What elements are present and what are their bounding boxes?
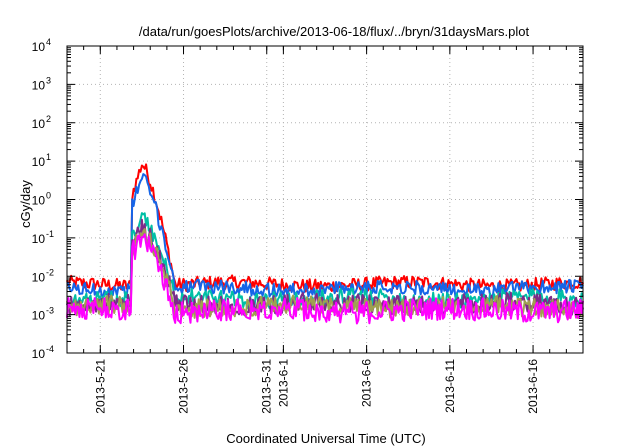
y-tick-label: 10 bbox=[32, 232, 46, 246]
x-tick-label: 2013-6-16 bbox=[526, 359, 540, 414]
y-tick-exponent: 2 bbox=[46, 114, 51, 124]
y-tick-label: 10 bbox=[32, 194, 46, 208]
x-axis: 2013-5-21 2013-5-26 2013-5-31 2013-6-1 2013-… bbox=[83, 46, 567, 414]
y-tick-exponent: -3 bbox=[46, 306, 54, 316]
x-tick-label: 2013-5-31 bbox=[260, 359, 274, 414]
x-axis-label: Coordinated Universal Time (UTC) bbox=[226, 431, 425, 446]
series-line bbox=[66, 228, 584, 319]
y-tick-exponent: -1 bbox=[46, 229, 54, 239]
x-tick-label: 2013-6-1 bbox=[276, 359, 290, 407]
series-group bbox=[66, 163, 584, 325]
y-tick-label: 10 bbox=[32, 309, 46, 323]
x-tick-label: 2013-6-11 bbox=[443, 359, 457, 413]
y-tick-label: 10 bbox=[32, 270, 46, 284]
x-tick-label: 2013-6-6 bbox=[360, 359, 374, 407]
y-tick-exponent: 0 bbox=[46, 191, 51, 201]
series-line bbox=[66, 173, 584, 299]
y-tick-label: 10 bbox=[32, 117, 46, 131]
y-tick-exponent: -4 bbox=[46, 344, 54, 354]
chart-title: /data/run/goesPlots/archive/2013-06-18/f… bbox=[139, 24, 530, 39]
y-tick-label: 10 bbox=[32, 347, 46, 361]
y-tick-exponent: 3 bbox=[46, 75, 51, 85]
y-tick-exponent: -2 bbox=[46, 267, 54, 277]
y-tick-label: 10 bbox=[32, 78, 46, 92]
y-tick-exponent: 1 bbox=[46, 152, 51, 162]
x-tick-label: 2013-5-26 bbox=[177, 359, 191, 414]
y-tick-label: 10 bbox=[32, 40, 46, 54]
y-tick-exponent: 4 bbox=[46, 37, 51, 47]
x-tick-label: 2013-5-21 bbox=[93, 359, 107, 414]
y-axis-label: cGy/day bbox=[18, 180, 33, 228]
y-tick-label: 10 bbox=[32, 155, 46, 169]
series-line bbox=[66, 233, 584, 325]
